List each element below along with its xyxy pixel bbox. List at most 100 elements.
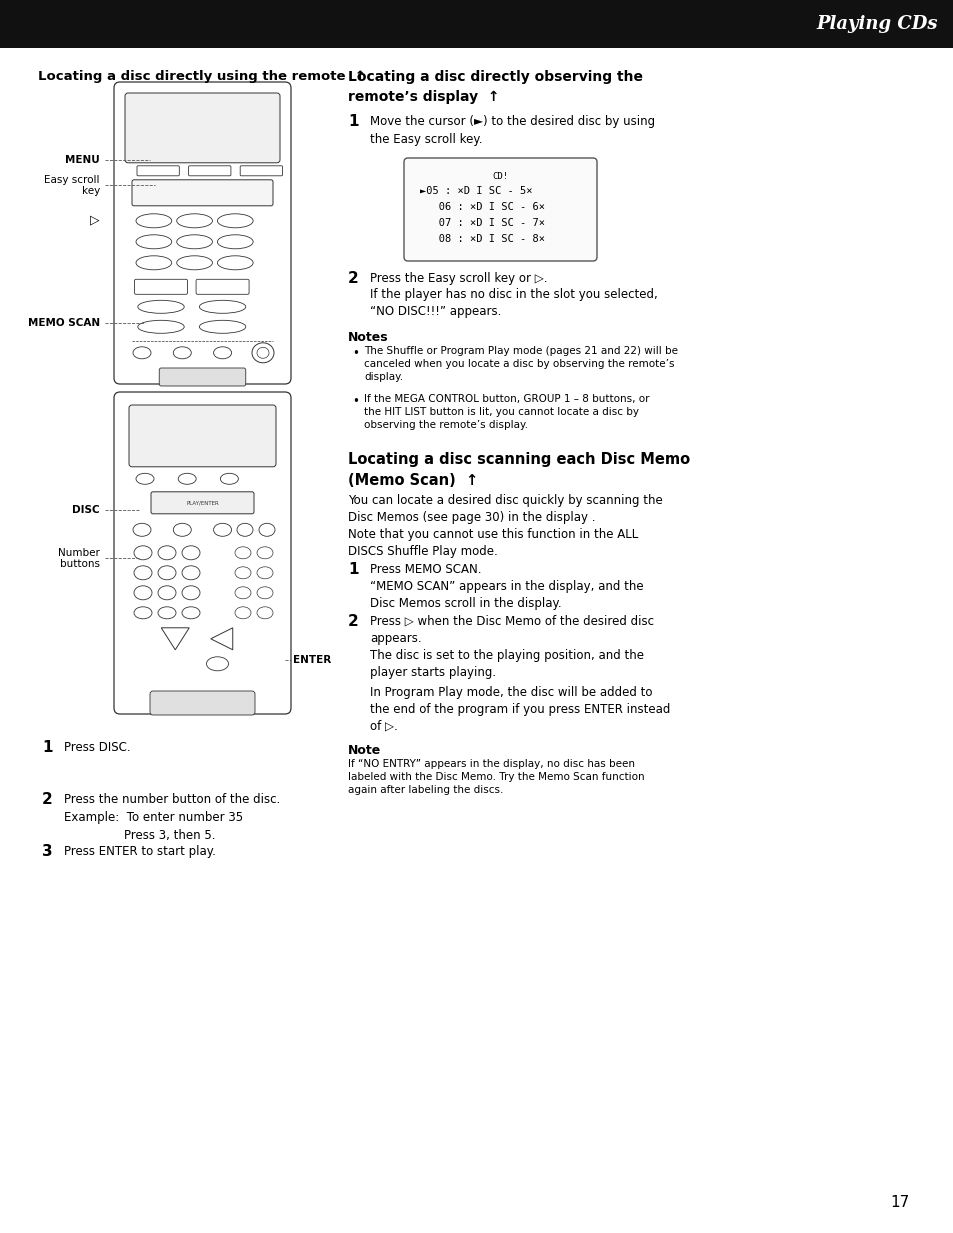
- Text: If “NO ENTRY” appears in the display, no disc has been
labeled with the Disc Mem: If “NO ENTRY” appears in the display, no…: [348, 760, 644, 794]
- Ellipse shape: [173, 523, 192, 536]
- Ellipse shape: [133, 566, 152, 580]
- FancyBboxPatch shape: [113, 83, 291, 383]
- FancyBboxPatch shape: [132, 180, 273, 206]
- Text: Notes: Notes: [348, 330, 388, 344]
- Text: Locating a disc scanning each Disc Memo
(Memo Scan)  ↑: Locating a disc scanning each Disc Memo …: [348, 453, 689, 488]
- FancyBboxPatch shape: [134, 280, 188, 295]
- Text: The Shuffle or Program Play mode (pages 21 and 22) will be
canceled when you loc: The Shuffle or Program Play mode (pages …: [364, 346, 678, 382]
- Text: 06 : ×D I SC - 6×: 06 : ×D I SC - 6×: [419, 202, 544, 212]
- Ellipse shape: [176, 213, 213, 228]
- Text: 17: 17: [890, 1195, 909, 1210]
- Text: 2: 2: [348, 614, 358, 629]
- Text: Locating a disc directly using the remote  ↑: Locating a disc directly using the remot…: [38, 70, 366, 83]
- Text: In Program Play mode, the disc will be added to
the end of the program if you pr: In Program Play mode, the disc will be a…: [370, 686, 670, 732]
- Text: If the player has no disc in the slot you selected,
“NO DISC!!!” appears.: If the player has no disc in the slot yo…: [370, 289, 657, 318]
- Ellipse shape: [217, 255, 253, 270]
- Ellipse shape: [158, 546, 175, 560]
- Text: Easy scroll: Easy scroll: [45, 175, 100, 185]
- Bar: [0, 0, 953, 48]
- Ellipse shape: [137, 301, 184, 313]
- FancyBboxPatch shape: [159, 367, 246, 386]
- Ellipse shape: [176, 234, 213, 249]
- FancyBboxPatch shape: [113, 392, 291, 714]
- Text: 3: 3: [42, 845, 52, 859]
- Ellipse shape: [206, 657, 229, 671]
- Ellipse shape: [234, 607, 251, 619]
- Text: •: •: [352, 395, 358, 408]
- Ellipse shape: [136, 234, 172, 249]
- FancyBboxPatch shape: [125, 92, 280, 163]
- Text: Press MEMO SCAN.
“MEMO SCAN” appears in the display, and the
Disc Memos scroll i: Press MEMO SCAN. “MEMO SCAN” appears in …: [370, 563, 643, 610]
- Ellipse shape: [256, 546, 273, 559]
- Ellipse shape: [158, 566, 175, 580]
- Text: ENTER: ENTER: [293, 655, 331, 665]
- Text: CD!: CD!: [492, 171, 508, 181]
- Ellipse shape: [137, 321, 184, 333]
- Text: Press ▷ when the Disc Memo of the desired disc
appears.
The disc is set to the p: Press ▷ when the Disc Memo of the desire…: [370, 615, 654, 679]
- Text: Locating a disc directly observing the
remote’s display  ↑: Locating a disc directly observing the r…: [348, 70, 642, 104]
- Ellipse shape: [236, 523, 253, 536]
- Ellipse shape: [258, 523, 274, 536]
- FancyBboxPatch shape: [189, 165, 231, 176]
- Text: Number: Number: [58, 547, 100, 559]
- Ellipse shape: [256, 567, 273, 578]
- Ellipse shape: [182, 607, 200, 619]
- Ellipse shape: [158, 586, 175, 599]
- Ellipse shape: [220, 473, 238, 485]
- Text: 1: 1: [348, 113, 358, 129]
- Text: Playing CDs: Playing CDs: [816, 15, 937, 33]
- Polygon shape: [161, 628, 189, 650]
- FancyBboxPatch shape: [129, 404, 275, 467]
- FancyBboxPatch shape: [196, 280, 249, 295]
- FancyBboxPatch shape: [150, 690, 254, 715]
- FancyBboxPatch shape: [151, 492, 253, 514]
- FancyBboxPatch shape: [240, 165, 282, 176]
- Text: 1: 1: [42, 740, 52, 755]
- Ellipse shape: [199, 321, 246, 333]
- Ellipse shape: [256, 607, 273, 619]
- Text: 1: 1: [348, 562, 358, 577]
- Polygon shape: [211, 628, 233, 650]
- Ellipse shape: [182, 566, 200, 580]
- Ellipse shape: [173, 346, 192, 359]
- Text: PLAY/ENTER: PLAY/ENTER: [186, 501, 218, 506]
- Text: Press the number button of the disc.
Example:  To enter number 35
              : Press the number button of the disc. Exa…: [64, 793, 280, 842]
- Text: ▷: ▷: [91, 213, 100, 227]
- Ellipse shape: [213, 523, 232, 536]
- Text: Press the Easy scroll key or ▷.: Press the Easy scroll key or ▷.: [370, 272, 547, 285]
- Text: Press ENTER to start play.: Press ENTER to start play.: [64, 845, 215, 858]
- Text: •: •: [352, 346, 358, 360]
- Ellipse shape: [136, 213, 172, 228]
- Ellipse shape: [234, 587, 251, 599]
- FancyBboxPatch shape: [137, 165, 179, 176]
- Text: MEMO SCAN: MEMO SCAN: [28, 318, 100, 328]
- Text: 2: 2: [348, 271, 358, 286]
- FancyBboxPatch shape: [403, 158, 597, 261]
- Text: 07 : ×D I SC - 7×: 07 : ×D I SC - 7×: [419, 218, 544, 228]
- Text: DISC: DISC: [72, 506, 100, 515]
- Text: Press DISC.: Press DISC.: [64, 741, 131, 755]
- Text: ►05 : ×D I SC - 5×: ►05 : ×D I SC - 5×: [419, 186, 532, 196]
- Ellipse shape: [132, 346, 151, 359]
- Ellipse shape: [133, 586, 152, 599]
- Ellipse shape: [234, 546, 251, 559]
- Ellipse shape: [199, 301, 246, 313]
- Text: If the MEGA CONTROL button, GROUP 1 – 8 buttons, or
the HIT LIST button is lit, : If the MEGA CONTROL button, GROUP 1 – 8 …: [364, 395, 649, 430]
- Text: Move the cursor (►) to the desired disc by using
the Easy scroll key.: Move the cursor (►) to the desired disc …: [370, 115, 655, 145]
- Ellipse shape: [133, 607, 152, 619]
- Ellipse shape: [256, 348, 269, 359]
- Ellipse shape: [213, 346, 232, 359]
- Text: 08 : ×D I SC - 8×: 08 : ×D I SC - 8×: [419, 234, 544, 244]
- Ellipse shape: [182, 546, 200, 560]
- Text: key: key: [82, 186, 100, 196]
- Text: 2: 2: [42, 792, 52, 808]
- Ellipse shape: [256, 587, 273, 599]
- Ellipse shape: [132, 523, 151, 536]
- Ellipse shape: [252, 343, 274, 363]
- Ellipse shape: [217, 213, 253, 228]
- Ellipse shape: [136, 473, 153, 485]
- Ellipse shape: [133, 546, 152, 560]
- Text: MENU: MENU: [65, 155, 100, 165]
- Ellipse shape: [234, 567, 251, 578]
- Text: buttons: buttons: [60, 559, 100, 568]
